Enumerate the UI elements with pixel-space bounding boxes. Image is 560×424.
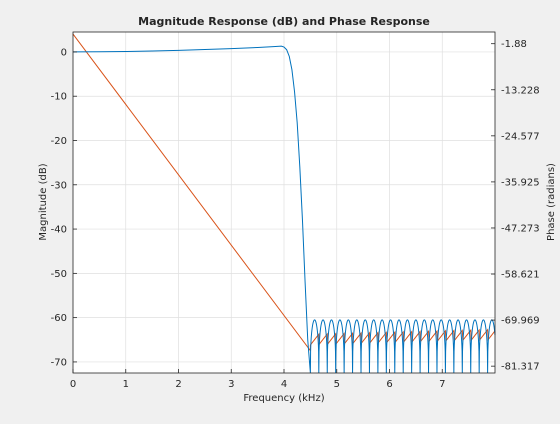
ticks: 0 1 2 3 4 5 6 7 0 -10 -20 -30 -40 -50 -60 -70 -1.88 -13.2… <box>51 39 540 390</box>
y-axis-label-right: Phase (radians) <box>546 163 557 241</box>
y-left-tick-label: -40 <box>51 225 67 236</box>
y-right-tick-label: -58.621 <box>501 270 540 281</box>
y-left-tick-label: -60 <box>51 313 67 324</box>
y-right-tick-label: -24.577 <box>501 131 540 142</box>
y-left-tick-label: -20 <box>51 136 67 147</box>
x-tick-label: 3 <box>228 379 234 390</box>
x-tick-label: 5 <box>334 379 340 390</box>
series-layer <box>72 33 496 374</box>
x-axis-label: Frequency (kHz) <box>243 393 324 404</box>
y-left-tick-label: -50 <box>51 269 67 280</box>
y-right-tick-label: -35.925 <box>501 177 540 188</box>
x-tick-label: 2 <box>175 379 181 390</box>
x-tick-label: 4 <box>281 379 287 390</box>
y-right-tick-label: -1.88 <box>501 39 527 50</box>
grid <box>72 32 495 373</box>
magnitude-response-line <box>72 45 496 374</box>
chart-title: Magnitude Response (dB) and Phase Respon… <box>138 15 430 28</box>
y-axis-label-left: Magnitude (dB) <box>38 163 49 240</box>
y-right-tick-label: -13.228 <box>501 85 540 96</box>
x-tick-label: 7 <box>439 379 445 390</box>
y-left-tick-label: -70 <box>51 357 67 368</box>
x-tick-label: 0 <box>70 379 76 390</box>
x-tick-label: 6 <box>386 379 392 390</box>
y-right-tick-label: -47.273 <box>501 223 540 234</box>
y-right-tick-label: -81.317 <box>501 362 540 373</box>
y-left-tick-label: -30 <box>51 180 67 191</box>
y-left-tick-label: -10 <box>51 92 67 103</box>
x-tick-label: 1 <box>123 379 129 390</box>
y-right-tick-label: -69.969 <box>501 316 540 327</box>
y-left-tick-label: 0 <box>61 47 67 58</box>
